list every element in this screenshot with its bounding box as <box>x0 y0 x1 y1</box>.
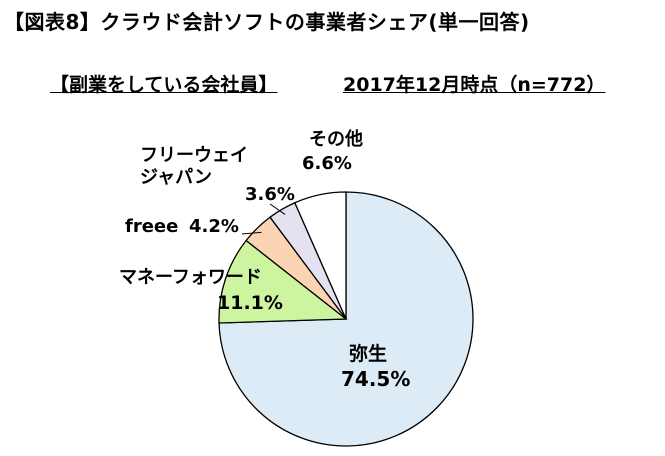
label-other-name: その他 <box>309 128 363 150</box>
leader-line-freee <box>241 231 262 235</box>
pie-slices <box>218 191 474 447</box>
survey-date-sample: 2017年12月時点（n=772） <box>343 74 606 96</box>
chart-subtitle: 【副業をしている会社員】 <box>50 74 278 96</box>
pie-slice-other <box>293 191 347 320</box>
chart-title: 【図表8】クラウド会計ソフトの事業者シェア(単一回答) <box>4 10 530 34</box>
label-freeway-name-line2: ジャパン <box>140 167 212 188</box>
label-moneyforward-value: 11.1% <box>217 292 283 314</box>
label-freee-value: 4.2% <box>189 216 239 237</box>
pie-slice-yayoi <box>218 191 474 447</box>
leader-lines <box>241 203 286 235</box>
label-other-value: 6.6% <box>302 153 352 174</box>
label-moneyforward-name: マネーフォワード <box>119 267 262 288</box>
label-freeway-name-line1: フリーウェイ <box>140 145 248 166</box>
label-yayoi-value: 74.5% <box>341 367 410 391</box>
pie-slice-moneyforward <box>218 239 348 324</box>
leader-line-freeway <box>269 203 286 215</box>
label-freeway-value: 3.6% <box>245 184 295 205</box>
label-yayoi-name: 弥生 <box>349 342 387 365</box>
label-freee-name: freee <box>125 216 178 237</box>
